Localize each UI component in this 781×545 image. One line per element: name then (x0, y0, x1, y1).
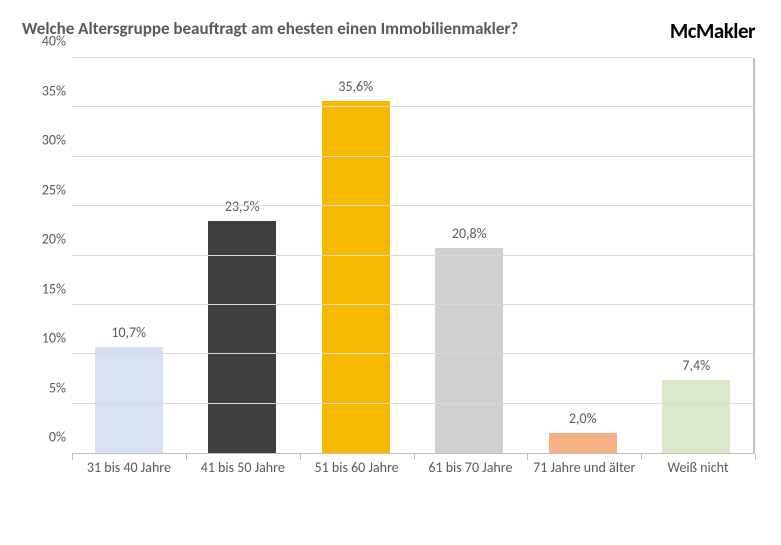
x-tick-label: 61 bis 70 Jahre (413, 454, 527, 498)
y-tick-label: 30% (42, 132, 66, 149)
y-axis: 0%5%10%15%20%25%30%35%40% (22, 58, 72, 498)
bar: 10,7% (95, 347, 163, 453)
x-tick-mark (186, 454, 187, 460)
bar: 20,8% (435, 248, 503, 453)
gridline (72, 57, 753, 58)
x-tick-mark (72, 454, 73, 460)
y-tick-label: 5% (49, 379, 66, 396)
x-tick-mark (300, 454, 301, 460)
bar-slot: 2,0% (526, 58, 640, 453)
y-tick-label: 25% (42, 181, 66, 198)
bar-slot: 35,6% (299, 58, 413, 453)
y-tick-label: 0% (49, 429, 66, 446)
y-tick-label: 10% (42, 330, 66, 347)
bar-value-label: 7,4% (682, 357, 710, 374)
chart-header: Welche Altersgruppe beauftragt am eheste… (22, 18, 755, 44)
chart-container: Welche Altersgruppe beauftragt am eheste… (0, 0, 781, 545)
bar: 35,6% (322, 101, 390, 453)
bar-value-label: 23,5% (225, 198, 260, 215)
x-axis: 31 bis 40 Jahre41 bis 50 Jahre51 bis 60 … (72, 454, 755, 498)
y-tick-label: 35% (42, 82, 66, 99)
x-tick-mark (414, 454, 415, 460)
gridline (72, 156, 753, 157)
bar-value-label: 35,6% (338, 78, 373, 95)
plot-area: 0%5%10%15%20%25%30%35%40% 10,7%23,5%35,6… (22, 58, 755, 498)
plot-region: 10,7% 23,5% 35,6% 20,8% 2,0% 7,4% (72, 58, 755, 454)
bar-value-label: 20,8% (452, 225, 487, 242)
x-tick-label: 41 bis 50 Jahre (186, 454, 300, 498)
x-tick-mark (527, 454, 528, 460)
gridline (72, 106, 753, 107)
chart-title: Welche Altersgruppe beauftragt am eheste… (22, 18, 518, 39)
bar-value-label: 10,7% (111, 324, 146, 341)
bar-slot: 10,7% (72, 58, 186, 453)
bar-slot: 23,5% (186, 58, 300, 453)
gridline (72, 403, 753, 404)
bar: 2,0% (549, 433, 617, 453)
x-tick-label: 31 bis 40 Jahre (72, 454, 186, 498)
gridline (72, 255, 753, 256)
y-tick-label: 40% (42, 33, 66, 50)
x-tick-label: 71 Jahre und älter (527, 454, 641, 498)
gridline (72, 353, 753, 354)
brand-logo: McMakler (670, 18, 755, 44)
y-tick-label: 20% (42, 231, 66, 248)
x-tick-mark (755, 454, 756, 460)
bar-slot: 20,8% (413, 58, 527, 453)
bar-value-label: 2,0% (569, 410, 597, 427)
x-tick-label: Weiß nicht (641, 454, 755, 498)
gridline (72, 205, 753, 206)
bar: 7,4% (662, 380, 730, 453)
y-tick-label: 15% (42, 280, 66, 297)
bars-group: 10,7% 23,5% 35,6% 20,8% 2,0% 7,4% (72, 58, 753, 453)
bar-slot: 7,4% (640, 58, 754, 453)
x-tick-label: 51 bis 60 Jahre (300, 454, 414, 498)
bar: 23,5% (208, 221, 276, 453)
gridline (72, 304, 753, 305)
x-tick-mark (641, 454, 642, 460)
